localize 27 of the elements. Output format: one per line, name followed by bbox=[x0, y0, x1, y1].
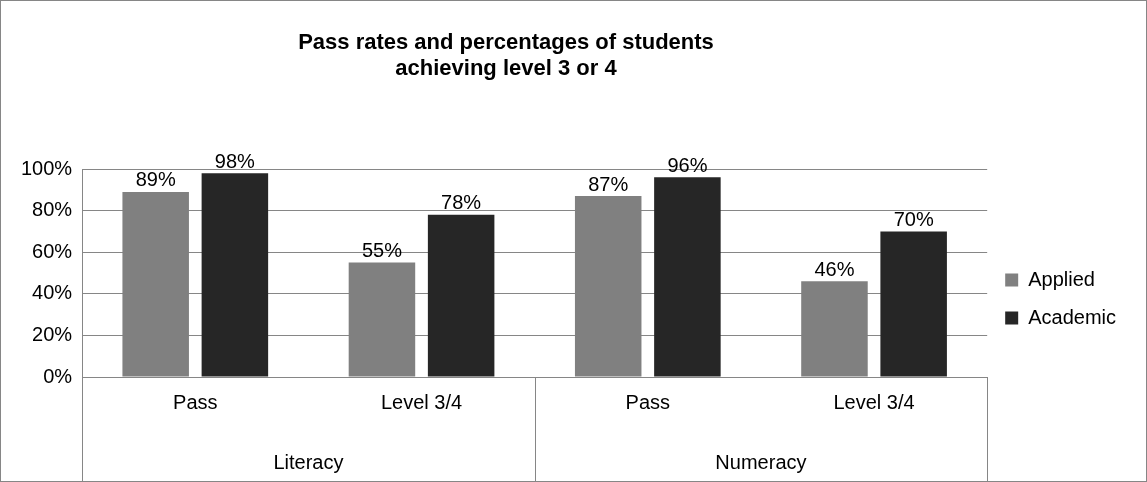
bar bbox=[880, 231, 947, 377]
chart-title: Pass rates and percentages of students achieving level 3 or 4 bbox=[297, 29, 715, 81]
data-label: 70% bbox=[893, 207, 934, 230]
text: Numeracy bbox=[715, 450, 807, 473]
x-tick-label: Level 3/4 bbox=[833, 390, 915, 413]
data-label: 87% bbox=[588, 172, 629, 195]
y-tick-label: 100% bbox=[21, 156, 73, 179]
y-tick-label: 40% bbox=[32, 281, 73, 304]
legend-label: Applied bbox=[1028, 267, 1095, 290]
y-tick-label: 60% bbox=[32, 239, 73, 262]
y-tick-label: 80% bbox=[32, 198, 73, 221]
x-tick-label: Pass bbox=[173, 390, 218, 413]
y-tick-label: 20% bbox=[32, 322, 73, 345]
data-label: 98% bbox=[214, 149, 256, 172]
data-label: 55% bbox=[361, 239, 403, 262]
data-label: 96% bbox=[667, 153, 708, 176]
data-label: 46% bbox=[814, 257, 855, 280]
legend-label: Academic bbox=[1028, 305, 1116, 328]
data-label: 78% bbox=[441, 191, 482, 214]
x-tick-label: Level 3/4 bbox=[380, 390, 463, 413]
bar bbox=[201, 173, 269, 377]
bar bbox=[654, 177, 721, 377]
data-label: 89% bbox=[135, 168, 176, 191]
bar bbox=[427, 214, 495, 377]
x-tick-label: Pass bbox=[625, 390, 671, 413]
y-tick-label: 0% bbox=[43, 364, 73, 387]
text: Literacy bbox=[273, 450, 344, 473]
